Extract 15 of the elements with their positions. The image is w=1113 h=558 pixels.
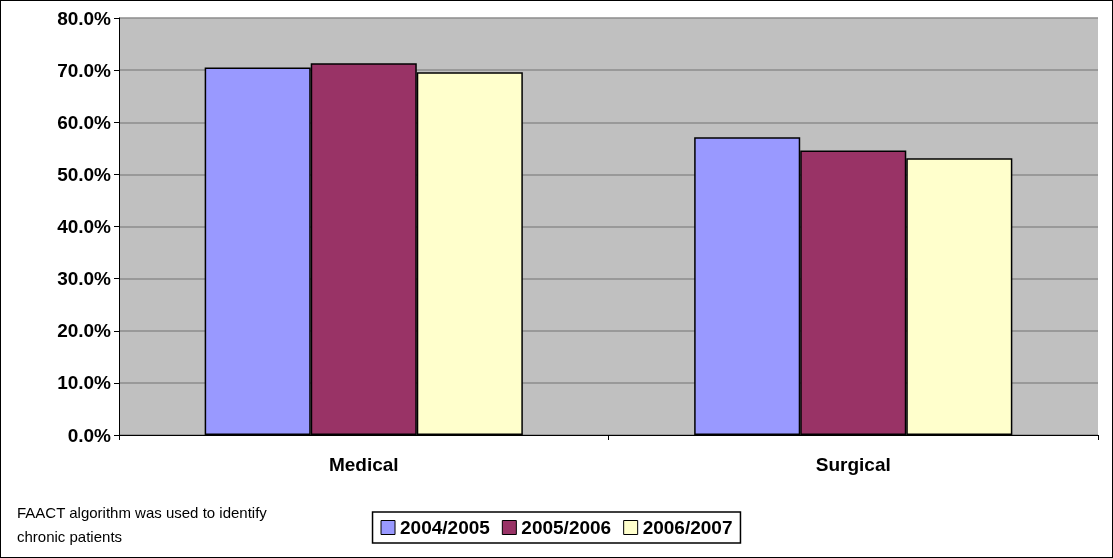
y-tick-label: 60.0%	[57, 111, 112, 133]
legend-label: 2004/2005	[400, 517, 491, 538]
text: FAACT algorithm was used to identify chronic patients	[17, 503, 268, 547]
y-tick-label: 40.0%	[57, 216, 112, 237]
legend-label: 2005/2006	[521, 517, 612, 538]
y-tick-label: 50.0%	[57, 163, 112, 185]
y-tick-label: 0.0%	[67, 424, 112, 446]
y-tick-label: 70.0%	[57, 59, 112, 81]
x-tick-label: Surgical	[815, 454, 891, 475]
legend-label: 2006/2007	[642, 517, 733, 538]
y-tick-label: 80.0%	[57, 7, 112, 29]
y-tick-label: 10.0%	[57, 372, 112, 394]
y-tick-label: 20.0%	[57, 320, 112, 342]
y-tick-label: 30.0%	[57, 268, 112, 290]
x-tick-label: Medical	[328, 454, 399, 475]
